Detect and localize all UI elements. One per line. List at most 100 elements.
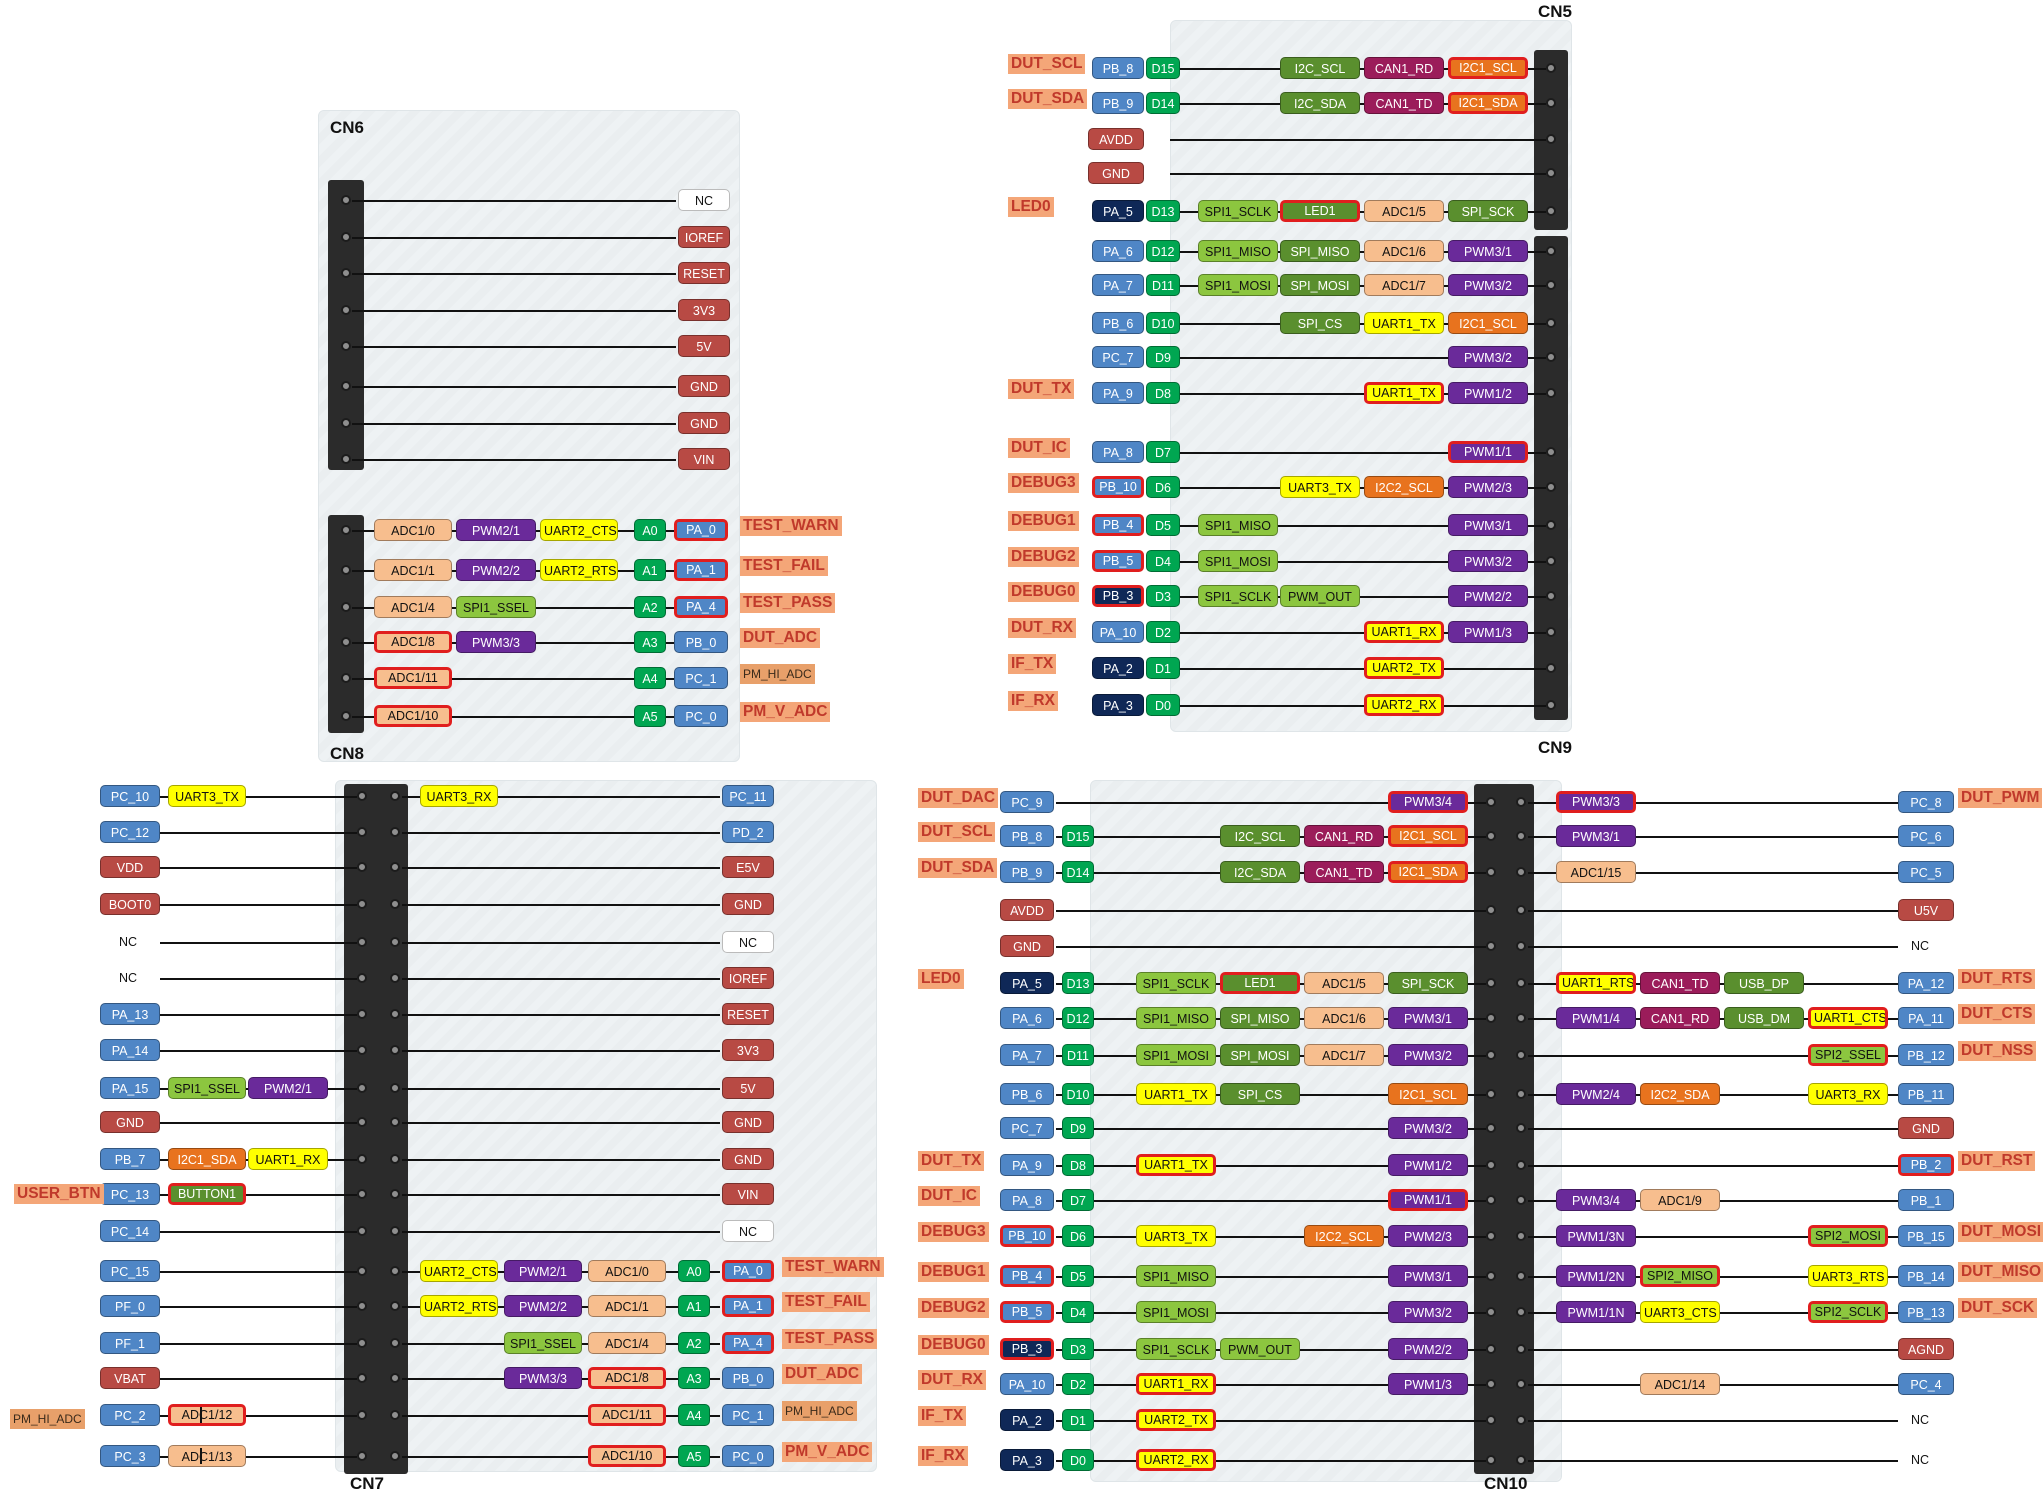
pin-hole [1546,280,1556,290]
pin-tag: D7 [1062,1189,1094,1211]
pin-tag: I2C1_SCL [1448,312,1528,334]
pin-tag: PB_13 [1898,1301,1954,1323]
pin-tag: PA_7 [1000,1044,1054,1066]
pin-tag: PWM2/1 [248,1077,328,1099]
connection-line [160,1194,357,1196]
pin-hole [1546,352,1556,362]
pin-tag: PA_6 [1092,240,1144,262]
pin-tag: PWM1/2 [1388,1154,1468,1176]
pin-tag: GND [100,1111,160,1133]
pin-hole [341,454,351,464]
pin-hole [1516,831,1526,841]
connector-strip-cn8 [328,515,364,733]
pin-tag: PWM2/2 [1448,585,1528,607]
pin-hole [341,637,351,647]
pin-hole [357,1266,367,1276]
pin-tag: D11 [1146,274,1180,296]
pin-tag: ADC1/11 [588,1404,666,1426]
pin-hole [1546,520,1556,530]
pin-tag: IOREF [722,967,774,989]
pin-tag: PB_4 [1000,1265,1054,1287]
pin-tag: UART2_RTS [420,1295,498,1317]
pin-tag: D1 [1146,657,1180,679]
signal-label: PM_HI_ADC [782,1401,857,1421]
pin-tag: ADC1/7 [1364,274,1444,296]
pin-hole [390,1189,400,1199]
pin-tag: PB_3 [1000,1338,1054,1360]
connector-strip-cn9 [1534,236,1568,720]
pin-tag: I2C2_SCL [1364,476,1444,498]
pin-tag: A0 [634,519,666,541]
pin-hole [1516,1455,1526,1465]
pin-hole [1516,941,1526,951]
pin-hole [1516,1089,1526,1099]
connection-line [402,1415,720,1417]
pin-tag: PA_5 [1000,972,1054,994]
pin-tag: ADC1/14 [1640,1373,1720,1395]
connection-line [402,1194,720,1196]
pin-hole [341,195,351,205]
pin-tag: ADC1/8 [374,631,452,653]
pin-hole [1486,1160,1496,1170]
signal-label: DUT_MISO [1958,1262,2043,1282]
connection-line [1170,452,1546,454]
pin-tag: SPI1_MISO [1136,1265,1216,1287]
pin-tag: I2C2_SDA [1640,1083,1720,1105]
connection-line [160,1271,357,1273]
header-cn10: CN10 [1484,1474,1528,1493]
pin-tag: A1 [678,1295,710,1317]
connection-line [1056,1128,1486,1130]
pin-tag: UART2_CTS [420,1260,498,1282]
header-cn7: CN7 [350,1474,385,1493]
pin-tag: PWM3/1 [1388,1007,1468,1029]
pin-tag: PWM2/4 [1556,1083,1636,1105]
connection-line [352,459,676,461]
pin-hole [341,232,351,242]
pin-tag: PWM1/3 [1388,1373,1468,1395]
pin-tag: UART3_TX [1280,476,1360,498]
pin-hole [1486,1415,1496,1425]
pin-tag: VDD [100,856,160,878]
pin-tag: UART1_RX [248,1148,328,1170]
pin-tag: UART1_RX [1364,621,1444,643]
pin-tag: D3 [1146,585,1180,607]
pin-hole [390,862,400,872]
pin-tag: PC_14 [100,1220,160,1242]
pin-hole [341,673,351,683]
pin-hole [1546,556,1556,566]
signal-label: DEBUG1 [918,1262,989,1282]
pin-tag: I2C_SDA [1280,92,1360,114]
pin-tag: PB_11 [1898,1083,1954,1105]
header-cn6: CN6 [330,118,365,137]
pin-tag: CAN1_TD [1640,972,1720,994]
connection-line [1056,946,1486,948]
pin-tag: D9 [1146,346,1180,368]
pin-tag: UART3_TX [1136,1225,1216,1247]
pin-tag: PWM3/2 [1448,346,1528,368]
pin-tag: PWM3/2 [1388,1117,1468,1139]
signal-label: DUT_SCL [918,822,996,842]
pin-tag: SPI1_MISO [1136,1007,1216,1029]
signal-label: DUT_MOSI [1958,1222,2043,1242]
pin-tag: SPI1_SCLK [1136,972,1216,994]
signal-label: DUT_ADC [740,628,821,648]
pin-tag: PA_2 [1092,657,1144,679]
pin-hole [341,381,351,391]
pin-tag: PWM3/2 [1388,1044,1468,1066]
pin-tag: PA_8 [1000,1189,1054,1211]
connection-line [160,1231,357,1233]
pin-tag: PWM1/2N [1556,1265,1636,1287]
board-photo-bottom-left [335,780,877,1472]
pin-hole [357,1373,367,1383]
pin-tag: CAN1_RD [1640,1007,1720,1029]
pin-tag: PA_0 [722,1260,774,1282]
pin-tag: SPI_CS [1280,312,1360,334]
pin-hole [390,1373,400,1383]
pin-tag: U5V [1898,899,1954,921]
pin-tag: PWM1/1N [1556,1301,1636,1323]
pin-tag: ADC1/6 [1364,240,1444,262]
pin-hole [357,1189,367,1199]
pin-tag: A5 [678,1445,710,1467]
signal-label: DUT_TX [918,1151,985,1171]
header-cn8: CN8 [330,744,365,763]
